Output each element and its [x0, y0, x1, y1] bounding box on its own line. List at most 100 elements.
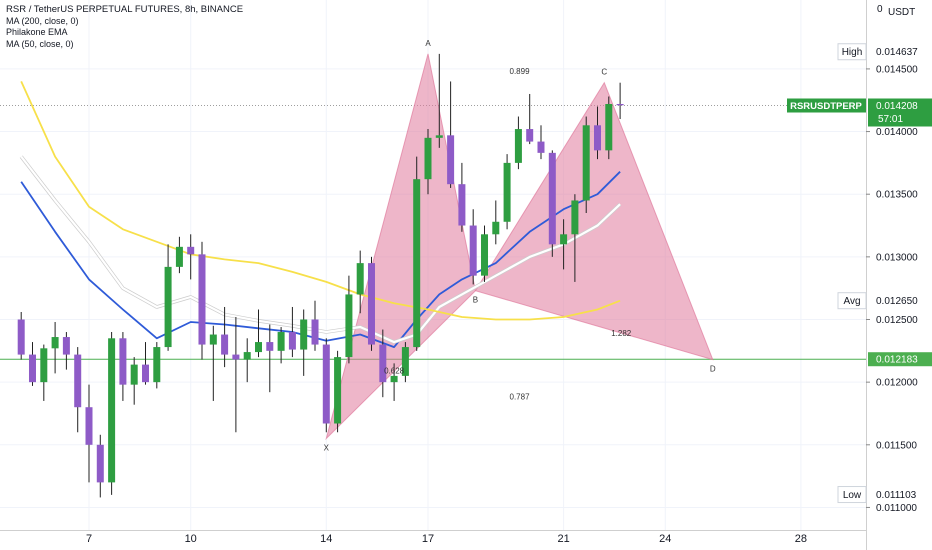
candle-body	[424, 137, 432, 180]
philakone-ema-line	[20, 155, 621, 344]
pattern-bcd-triangle[interactable]	[474, 81, 714, 361]
high-tag: High	[842, 47, 863, 58]
candle	[17, 311, 25, 360]
candle	[288, 306, 296, 358]
candle	[503, 154, 511, 230]
candle-body	[616, 103, 624, 106]
time-tick-label: 10	[185, 533, 197, 545]
candle-body	[537, 141, 545, 153]
candle-body	[221, 334, 229, 355]
legend-ma200[interactable]: MA (200, close, 0)	[6, 15, 79, 26]
time-axis[interactable]: 7 10 14 17 21 24 28	[0, 530, 866, 550]
candle	[616, 82, 624, 120]
low-price-bg	[868, 487, 932, 502]
candle-body	[277, 332, 285, 351]
countdown-label: 57:01	[878, 114, 903, 125]
avg-tag: Avg	[843, 296, 860, 307]
candle	[175, 236, 183, 274]
candle-body	[605, 103, 613, 151]
candle	[232, 316, 240, 433]
candle	[560, 219, 568, 270]
candle	[266, 324, 274, 393]
candle-body	[51, 337, 59, 349]
price-axis[interactable]: 0 USDT 0.014500 0.014000 0.013500 0.013000 0.0…	[787, 0, 932, 550]
avg-price-value: 0.012650	[876, 296, 918, 307]
pattern-point-b: B	[473, 296, 478, 305]
candle	[74, 347, 82, 433]
candle	[334, 350, 342, 433]
harmonic-pattern[interactable]	[325, 53, 714, 441]
candle-body	[17, 319, 25, 355]
candle	[96, 434, 104, 498]
price-tick-label: 0.012500	[876, 315, 918, 326]
pattern-ratio-label: 1.282	[611, 329, 632, 338]
candle	[458, 162, 466, 232]
low-price-value: 0.011103	[876, 490, 917, 501]
candle	[28, 342, 36, 386]
pattern-ratio-label: 0.628	[384, 366, 405, 375]
price-tick-label: 0.011500	[876, 440, 917, 451]
candle	[153, 342, 161, 389]
avg-price-bg	[868, 293, 932, 308]
ma200-line	[20, 171, 621, 348]
ma50-line	[20, 81, 621, 321]
pattern-ratio-label: 0.787	[510, 393, 531, 402]
price-axis-background	[866, 0, 932, 550]
candle-body	[175, 246, 183, 267]
candle	[571, 194, 579, 282]
candle	[209, 325, 217, 401]
candle-body	[142, 364, 150, 383]
candle-body	[413, 179, 421, 348]
candle-body	[62, 337, 70, 355]
candle	[548, 150, 556, 257]
candle	[469, 209, 477, 285]
candle-body	[85, 407, 93, 445]
price-tick-label: 0.011000	[876, 503, 917, 514]
time-axis-background	[0, 530, 866, 550]
candle	[119, 332, 127, 401]
legend-ma50[interactable]: MA (50, close, 0)	[6, 38, 74, 49]
candle	[300, 309, 308, 376]
candle-body	[198, 254, 206, 345]
high-price-bg	[868, 44, 932, 59]
candle	[390, 363, 398, 401]
candle	[447, 81, 455, 188]
candle	[356, 250, 364, 314]
candle-body	[367, 263, 375, 345]
price-tick-label: 0.014500	[876, 64, 918, 75]
candle-body	[447, 135, 455, 185]
high-tag-bg	[837, 43, 867, 61]
legend-symbol[interactable]: RSR / TetherUS PERPETUAL FUTURES, 8h, BI…	[6, 4, 244, 15]
pattern-point-d: D	[710, 365, 716, 374]
candle-body	[401, 347, 409, 376]
candle-body	[514, 129, 522, 163]
candle	[582, 116, 590, 214]
candle	[401, 342, 409, 383]
candle-body	[108, 338, 116, 483]
candle	[492, 200, 500, 245]
price-axis-top-label: 0	[877, 4, 883, 15]
pattern-point-a: A	[425, 39, 431, 48]
candle-body	[503, 162, 511, 222]
time-tick-label: 7	[86, 533, 92, 545]
legend-philakone-ema[interactable]: Philakone EMA	[6, 27, 68, 37]
candle-body	[379, 344, 387, 383]
candle	[379, 329, 387, 398]
candle-body	[119, 338, 127, 385]
candle-body	[187, 246, 195, 255]
candle-body	[582, 125, 590, 201]
price-tick-label: 0.013500	[876, 190, 918, 201]
candle-body	[469, 225, 477, 276]
candle-body	[243, 352, 251, 360]
moving-averages	[19, 81, 622, 348]
candle	[255, 309, 262, 358]
candle	[345, 275, 353, 364]
last-price-value: 0.014208	[876, 101, 918, 112]
candle-body	[311, 319, 319, 345]
candle	[537, 125, 545, 160]
candle-body	[74, 354, 82, 408]
candle	[40, 344, 48, 401]
candle	[198, 241, 206, 360]
candle	[322, 338, 330, 433]
